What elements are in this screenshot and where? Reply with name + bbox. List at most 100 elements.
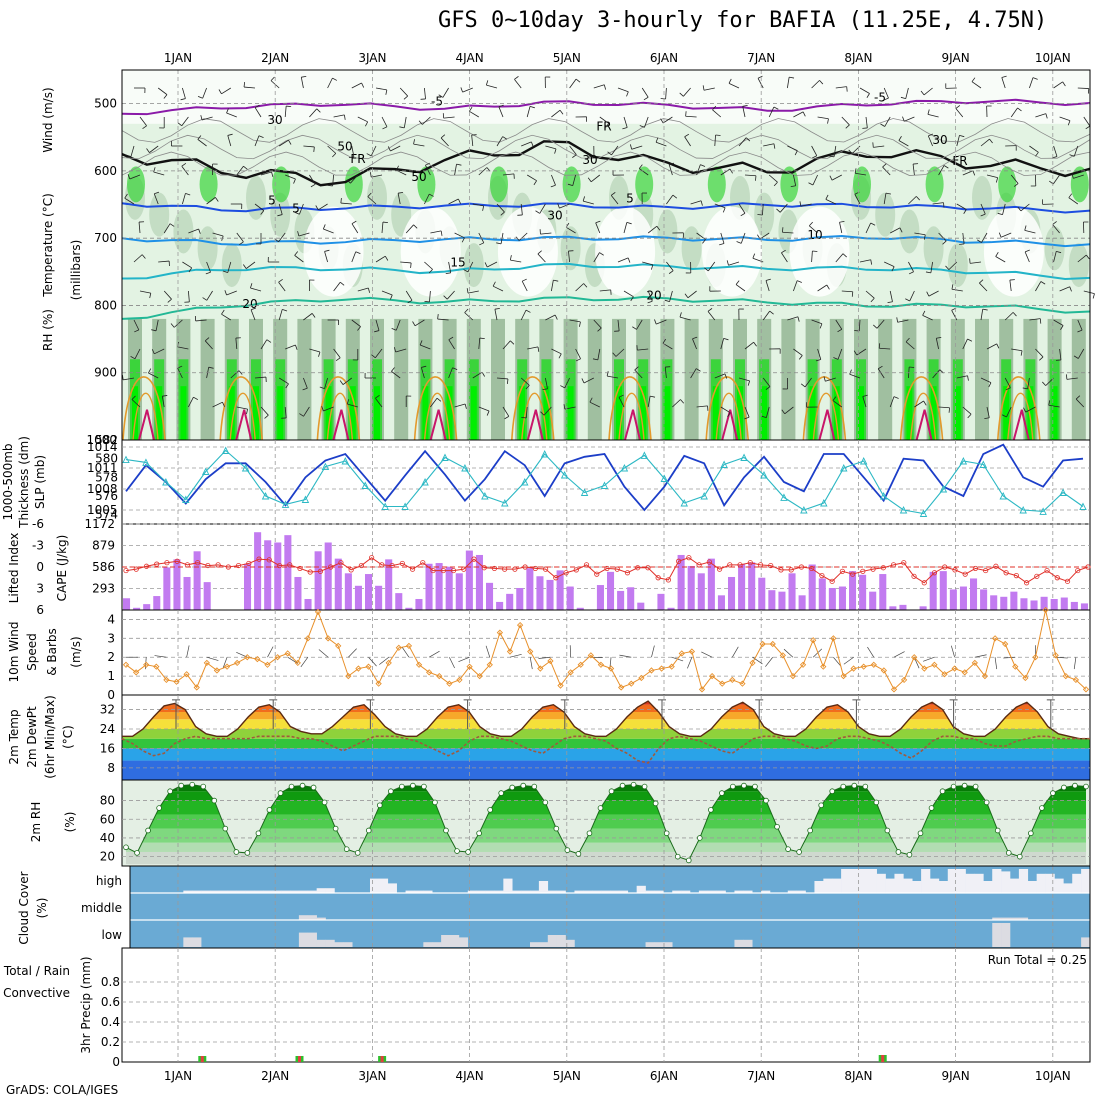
wind-barb	[486, 84, 498, 89]
wind-barb-flag	[926, 291, 930, 297]
wind-barb	[793, 280, 798, 292]
wind-barb-flag	[1001, 414, 1007, 418]
wind-barb-flag	[185, 193, 191, 196]
wind-barb-flag	[506, 378, 509, 384]
rh-shade-mid	[391, 192, 412, 237]
cape-bar	[728, 576, 736, 610]
wind-barb-flag	[1039, 356, 1044, 361]
lifted-point	[665, 577, 672, 583]
upper-wind-label: Wind (m/s)	[41, 87, 55, 152]
wind-barb	[201, 116, 213, 121]
wind-barb	[897, 319, 909, 323]
wind-barb-flag	[618, 394, 624, 398]
rh2m-point	[917, 830, 924, 837]
wind-barb	[664, 367, 667, 379]
rh2m-point	[719, 790, 725, 796]
wind-barb	[611, 145, 619, 156]
wind-barb-flag	[632, 326, 637, 330]
rh-shade-dark	[1071, 318, 1086, 440]
wind-barb-flag	[339, 281, 345, 286]
wind-tick-label: 1	[107, 669, 115, 683]
wind-barb-flag	[188, 267, 193, 273]
rh2m-point	[200, 783, 207, 790]
lifted-point	[379, 562, 385, 568]
temp-band	[122, 701, 1090, 705]
wind-barb-flag	[522, 278, 527, 282]
wind-barb	[254, 203, 265, 211]
wind-barb-flag	[525, 385, 530, 390]
cape-bar	[566, 586, 574, 610]
wind-barb	[703, 87, 715, 91]
wind-barb-flag	[747, 380, 751, 386]
wind-barb-flag	[971, 77, 976, 82]
wind-barb-flag	[984, 417, 990, 420]
wind-barb	[738, 203, 746, 214]
cloud-bar-low	[743, 939, 753, 947]
wind-barb-flag	[218, 89, 222, 95]
rh-band	[126, 828, 1086, 843]
wind-tick-label: 2	[107, 650, 115, 664]
cloud-bar-high	[618, 890, 629, 893]
rh-shade-dark	[684, 318, 699, 440]
rh2m-point	[862, 783, 869, 790]
cloud-bar-high	[387, 883, 397, 893]
cloud-bar-low	[432, 942, 442, 947]
cape-bar	[143, 604, 151, 610]
cape-bar	[264, 540, 272, 610]
wind-barb	[551, 348, 562, 355]
wind-barb-flag	[131, 395, 136, 400]
cloud-bar-low	[307, 932, 317, 947]
wind-barb-flag	[923, 234, 926, 240]
cape-bar	[768, 590, 776, 610]
wind-barb	[859, 259, 871, 263]
wind-speed-point	[203, 659, 210, 667]
cape-bar	[818, 578, 826, 610]
precip-label-total: Total / Rain	[3, 964, 70, 978]
wind-speed-point	[729, 676, 736, 684]
wind-speed-point	[163, 676, 170, 684]
wind-barb	[188, 228, 199, 234]
wind-barb-flag	[927, 109, 930, 115]
rh2m-point	[421, 783, 427, 790]
slp-point	[361, 481, 369, 489]
wind-barb-flag	[679, 312, 682, 318]
rh2m-point	[354, 850, 361, 856]
wind-barb	[935, 338, 939, 350]
wind-barb-10m	[428, 650, 440, 658]
wind-barb-flag	[742, 104, 748, 107]
wind-barb	[527, 346, 539, 350]
lifted-point	[297, 565, 303, 572]
wind-barb-10m	[485, 645, 491, 658]
wind-barb-flag	[582, 196, 585, 202]
wind-barb	[440, 137, 449, 147]
wind-barb	[804, 377, 812, 388]
cloud-bar-high	[521, 890, 531, 893]
cloud-bar-middle	[992, 917, 1002, 920]
wind-speed-point	[607, 665, 615, 672]
lifted-point	[154, 561, 160, 567]
wind-speed-point	[719, 680, 726, 687]
wind-barb-flag	[151, 329, 157, 332]
rh2m-point	[476, 830, 482, 837]
wind-barb	[227, 261, 232, 273]
wind-barb	[835, 253, 844, 263]
wind-barb-flag	[866, 93, 870, 98]
lifted-point	[409, 566, 416, 572]
rh-shade-cell	[635, 166, 654, 203]
wind-barb	[617, 87, 629, 93]
wind-barb-flag	[177, 122, 183, 127]
rh2m-point	[277, 790, 284, 796]
temp-band	[122, 729, 1090, 739]
wind-barb-flag	[979, 279, 984, 284]
wind-barb-flag	[550, 184, 556, 188]
rh2m-point	[233, 849, 240, 855]
cape-bar	[324, 542, 332, 610]
wind-barb-flag	[466, 288, 469, 294]
wind-speed-point	[890, 686, 898, 693]
wind-barb-flag	[883, 97, 889, 101]
cloud-bar-high	[610, 890, 620, 893]
wind-barb	[811, 250, 813, 263]
wind-barb-flag	[226, 108, 229, 114]
rh2m-point	[332, 825, 339, 832]
wind-barb	[324, 377, 328, 389]
